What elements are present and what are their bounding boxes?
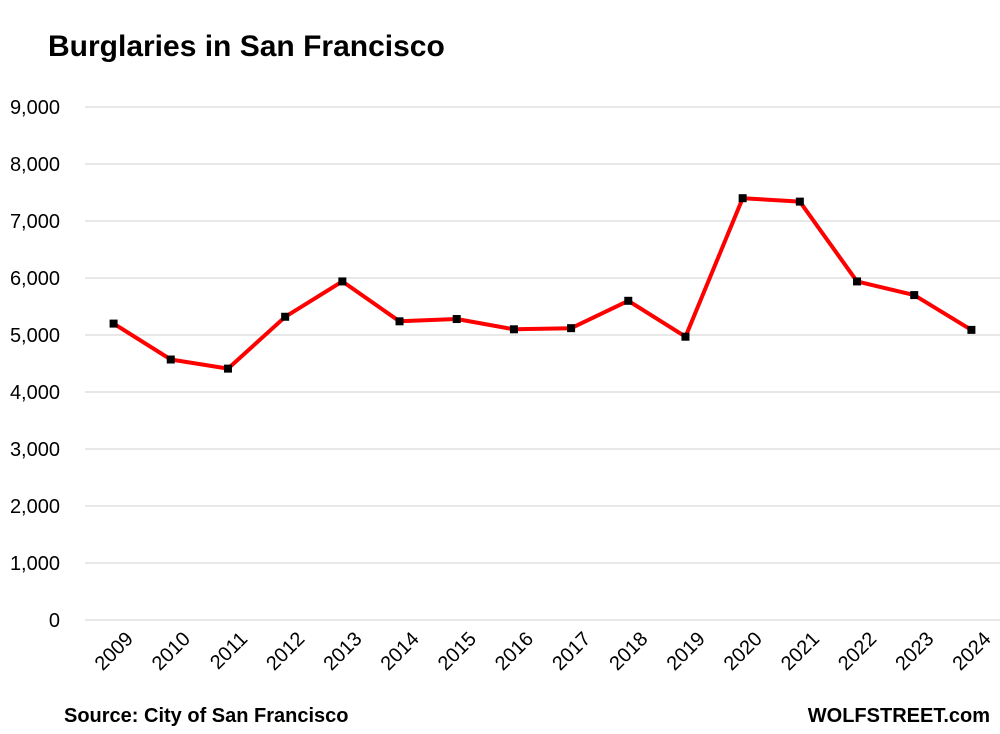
x-tick-label: 2014 (377, 628, 424, 675)
data-point (338, 277, 347, 286)
y-tick-label: 6,000 (10, 268, 60, 290)
data-point (395, 317, 404, 326)
y-tick-label: 2,000 (10, 496, 60, 518)
y-tick-label: 8,000 (10, 154, 60, 176)
data-point (223, 364, 232, 373)
brand-label: WOLFSTREET.com (807, 705, 990, 727)
source-note: Source: City of San Francisco (64, 705, 349, 727)
y-tick-label: 5,000 (10, 325, 60, 347)
data-point (509, 325, 518, 334)
x-tick-label: 2021 (777, 628, 824, 675)
x-tick-label: 2011 (206, 628, 252, 674)
data-point (624, 296, 633, 305)
x-tick-label: 2022 (834, 628, 881, 675)
x-tick-label: 2009 (91, 628, 138, 675)
chart-title: Burglaries in San Francisco (48, 30, 445, 63)
x-tick-label: 2010 (148, 628, 195, 675)
x-axis-ticks: 2009 2010 2011 2012 2013 2014 2015 2016 2017 2018… (91, 628, 996, 675)
y-tick-label: 4,000 (10, 382, 60, 404)
x-tick-label: 2024 (949, 628, 996, 675)
x-tick-label: 2016 (491, 628, 538, 675)
data-point (910, 291, 919, 300)
x-tick-label: 2012 (262, 628, 309, 675)
x-tick-label: 2018 (605, 628, 652, 675)
data-point (738, 194, 747, 203)
x-tick-label: 2017 (548, 628, 595, 675)
series-burglaries (109, 194, 976, 373)
gridlines (85, 106, 1000, 621)
y-tick-label: 0 (49, 610, 60, 632)
data-point (452, 315, 461, 324)
data-point (681, 332, 690, 341)
x-tick-label: 2019 (663, 628, 710, 675)
data-point (281, 312, 290, 321)
y-tick-label: 3,000 (10, 439, 60, 461)
series-line (111, 196, 974, 371)
data-point (853, 277, 862, 286)
x-tick-label: 2013 (319, 628, 366, 675)
y-axis-ticks: 0 1,000 2,000 3,000 4,000 5,000 6,000 7,000 8,00… (10, 97, 60, 632)
data-point (567, 324, 576, 333)
y-tick-label: 1,000 (10, 553, 60, 575)
x-tick-label: 2023 (891, 628, 938, 675)
data-point (795, 197, 804, 206)
y-tick-label: 9,000 (10, 97, 60, 119)
data-point (967, 325, 976, 334)
data-point (109, 319, 118, 328)
y-tick-label: 7,000 (10, 211, 60, 233)
data-point (166, 355, 175, 364)
x-tick-label: 2020 (720, 628, 767, 675)
x-tick-label: 2015 (434, 628, 481, 675)
